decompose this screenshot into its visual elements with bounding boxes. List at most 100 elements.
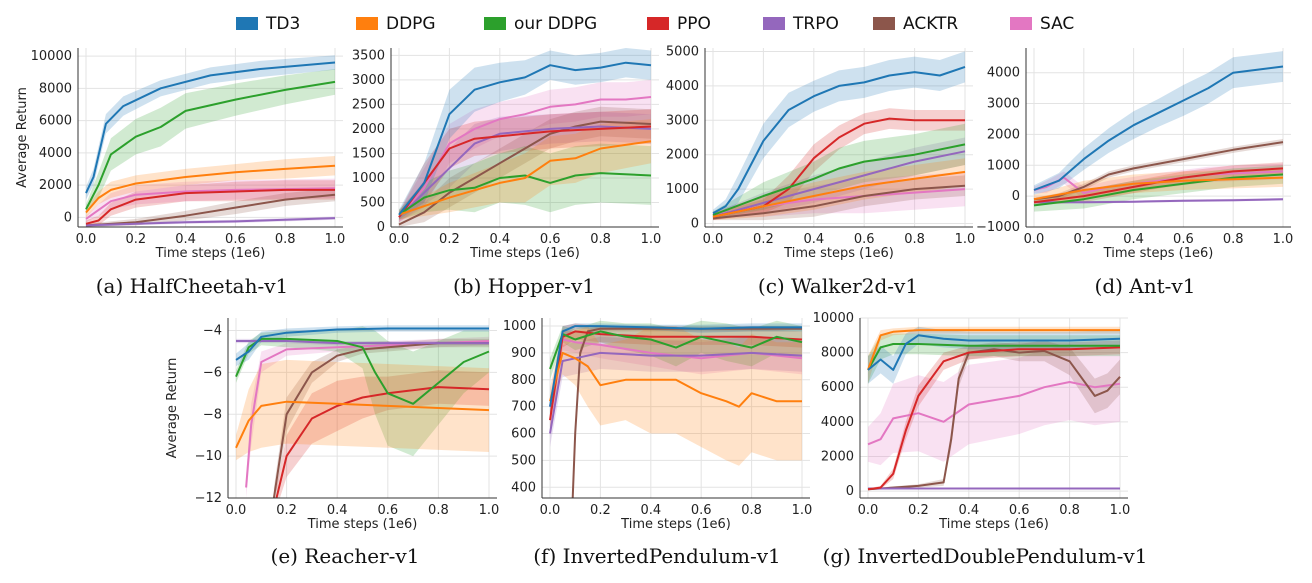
x-tick-label: 0.8 — [590, 232, 611, 247]
y-tick-label: 10000 — [813, 311, 854, 326]
y-tick-label: 700 — [511, 400, 536, 415]
line-trpo — [549, 351, 803, 434]
x-tick-label: 1.0 — [479, 503, 500, 518]
band-sac — [246, 336, 489, 498]
legend-label: TD3 — [265, 14, 300, 34]
line-our-ddpg — [712, 143, 966, 216]
grid — [542, 318, 810, 498]
line-ppo — [275, 386, 490, 498]
y-tick-label: 500 — [511, 453, 536, 468]
line-acktr — [712, 184, 966, 220]
x-axis-label: Time steps (1e6) — [783, 246, 894, 261]
x-tick-label: 0.8 — [1059, 503, 1080, 518]
y-tick-label: 0 — [64, 210, 72, 225]
line-trpo — [236, 340, 489, 345]
y-tick-label: 6000 — [821, 380, 854, 395]
line-td3 — [85, 61, 336, 194]
band-acktr — [1034, 139, 1283, 201]
x-tick-label: 0.0 — [858, 503, 879, 518]
panel-6: 0.0 0.2 0.4 0.6 0.8 1.0 0 2000 4000 6000 8000 10000… — [813, 311, 1148, 568]
panel-caption: (f) InvertedPendulum-v1 — [533, 544, 781, 568]
panel-1: 0.0 0.2 0.4 0.6 0.8 1.0 0 500 1000 1500 2000 2500 30… — [352, 48, 661, 298]
band-ppo — [276, 370, 489, 498]
x-tick-label: 0.6 — [691, 503, 712, 518]
line-td3 — [1033, 65, 1284, 191]
plot-area — [712, 51, 966, 221]
x-tick-label: 0.2 — [590, 503, 611, 518]
panel-caption: (e) Reacher-v1 — [271, 544, 420, 568]
y-tick-label: −1000 — [976, 220, 1020, 235]
line-ddpg — [867, 329, 1120, 371]
x-tick-label: 1.0 — [792, 503, 813, 518]
band-td3 — [1034, 51, 1283, 195]
band-td3 — [399, 48, 651, 220]
x-tick-label: 0.8 — [1223, 232, 1244, 247]
y-tick-label: 2000 — [39, 178, 72, 193]
plot-area — [549, 320, 803, 498]
line-our-ddpg — [867, 343, 1120, 371]
band-ppo — [399, 109, 651, 223]
plot-area — [398, 48, 652, 227]
x-tick-label: 0.6 — [225, 232, 246, 247]
line-our-ddpg — [398, 172, 652, 216]
band-our-ddpg — [86, 69, 335, 215]
panel-caption: (b) Hopper-v1 — [453, 274, 595, 298]
y-tick-label: 4000 — [39, 146, 72, 161]
panel-3: 0.0 0.2 0.4 0.6 0.8 1.0 −1000 0 1000 2000 3000 4000… — [976, 48, 1293, 298]
x-tick-label: 0.6 — [854, 232, 875, 247]
y-tick-label: 1000 — [352, 171, 385, 186]
band-ddpg — [236, 359, 489, 461]
plot-area — [1033, 51, 1284, 212]
y-tick-label: 2000 — [666, 148, 699, 163]
line-our-ddpg — [85, 80, 336, 210]
legend-item-sac: SAC — [1010, 14, 1074, 34]
x-tick-label: 0.0 — [540, 503, 561, 518]
x-tick-label: 0.4 — [489, 232, 510, 247]
x-tick-label: 1.0 — [641, 232, 662, 247]
x-tick-label: 0.4 — [803, 232, 824, 247]
line-ddpg — [1033, 176, 1284, 201]
y-tick-label: 1000 — [987, 158, 1020, 173]
y-tick-label: 500 — [360, 195, 385, 210]
legend-label: ACKTR — [903, 14, 958, 34]
band-ppo — [550, 323, 802, 434]
line-sac — [867, 381, 1121, 446]
panel-2: 0.0 0.2 0.4 0.6 0.8 1.0 0 1000 2000 3000 4000 5000 T… — [666, 44, 975, 298]
x-tick-label: 0.6 — [377, 503, 398, 518]
y-tick-label: 0 — [377, 220, 385, 235]
x-tick-label: 0.0 — [389, 232, 410, 247]
panels: 0.0 0.2 0.4 0.6 0.8 1.00200040006000800010000… — [15, 44, 1293, 568]
line-trpo — [398, 125, 652, 218]
legend-item-ddpg: DDPG — [356, 14, 436, 34]
x-axis-label: Time steps (1e6) — [155, 246, 266, 261]
y-tick-label: 400 — [511, 480, 536, 495]
x-tick-label: 1.0 — [325, 232, 346, 247]
band-trpo — [399, 111, 651, 223]
line-td3 — [549, 325, 802, 407]
line-acktr — [867, 348, 1121, 491]
line-trpo — [712, 150, 966, 218]
x-tick-label: 0.2 — [125, 232, 146, 247]
band-acktr — [86, 188, 335, 227]
band-ddpg — [550, 326, 802, 466]
x-tick-label: 0.6 — [540, 232, 561, 247]
panel-5: 0.0 0.2 0.4 0.6 0.8 1.0 400 500 600 700 800 900 1000… — [503, 318, 812, 568]
x-tick-label: 0.8 — [741, 503, 762, 518]
y-tick-label: −8 — [203, 407, 222, 422]
legend-swatch — [647, 17, 669, 30]
legend-item-ppo: PPO — [647, 14, 711, 34]
line-ddpg — [398, 140, 652, 216]
y-axis-label: Average Return — [15, 87, 30, 188]
line-our-ddpg — [549, 330, 803, 370]
y-tick-label: 4000 — [987, 66, 1020, 81]
line-trpo — [85, 217, 336, 227]
legend-item-trpo: TRPO — [763, 14, 839, 34]
y-tick-label: 2000 — [821, 449, 854, 464]
y-tick-label: −12 — [195, 491, 222, 506]
band-td3 — [236, 325, 489, 367]
y-tick-label: 2000 — [352, 122, 385, 137]
x-tick-label: 1.0 — [1110, 503, 1131, 518]
y-tick-label: 8000 — [39, 81, 72, 96]
y-tick-label: 8000 — [821, 346, 854, 361]
